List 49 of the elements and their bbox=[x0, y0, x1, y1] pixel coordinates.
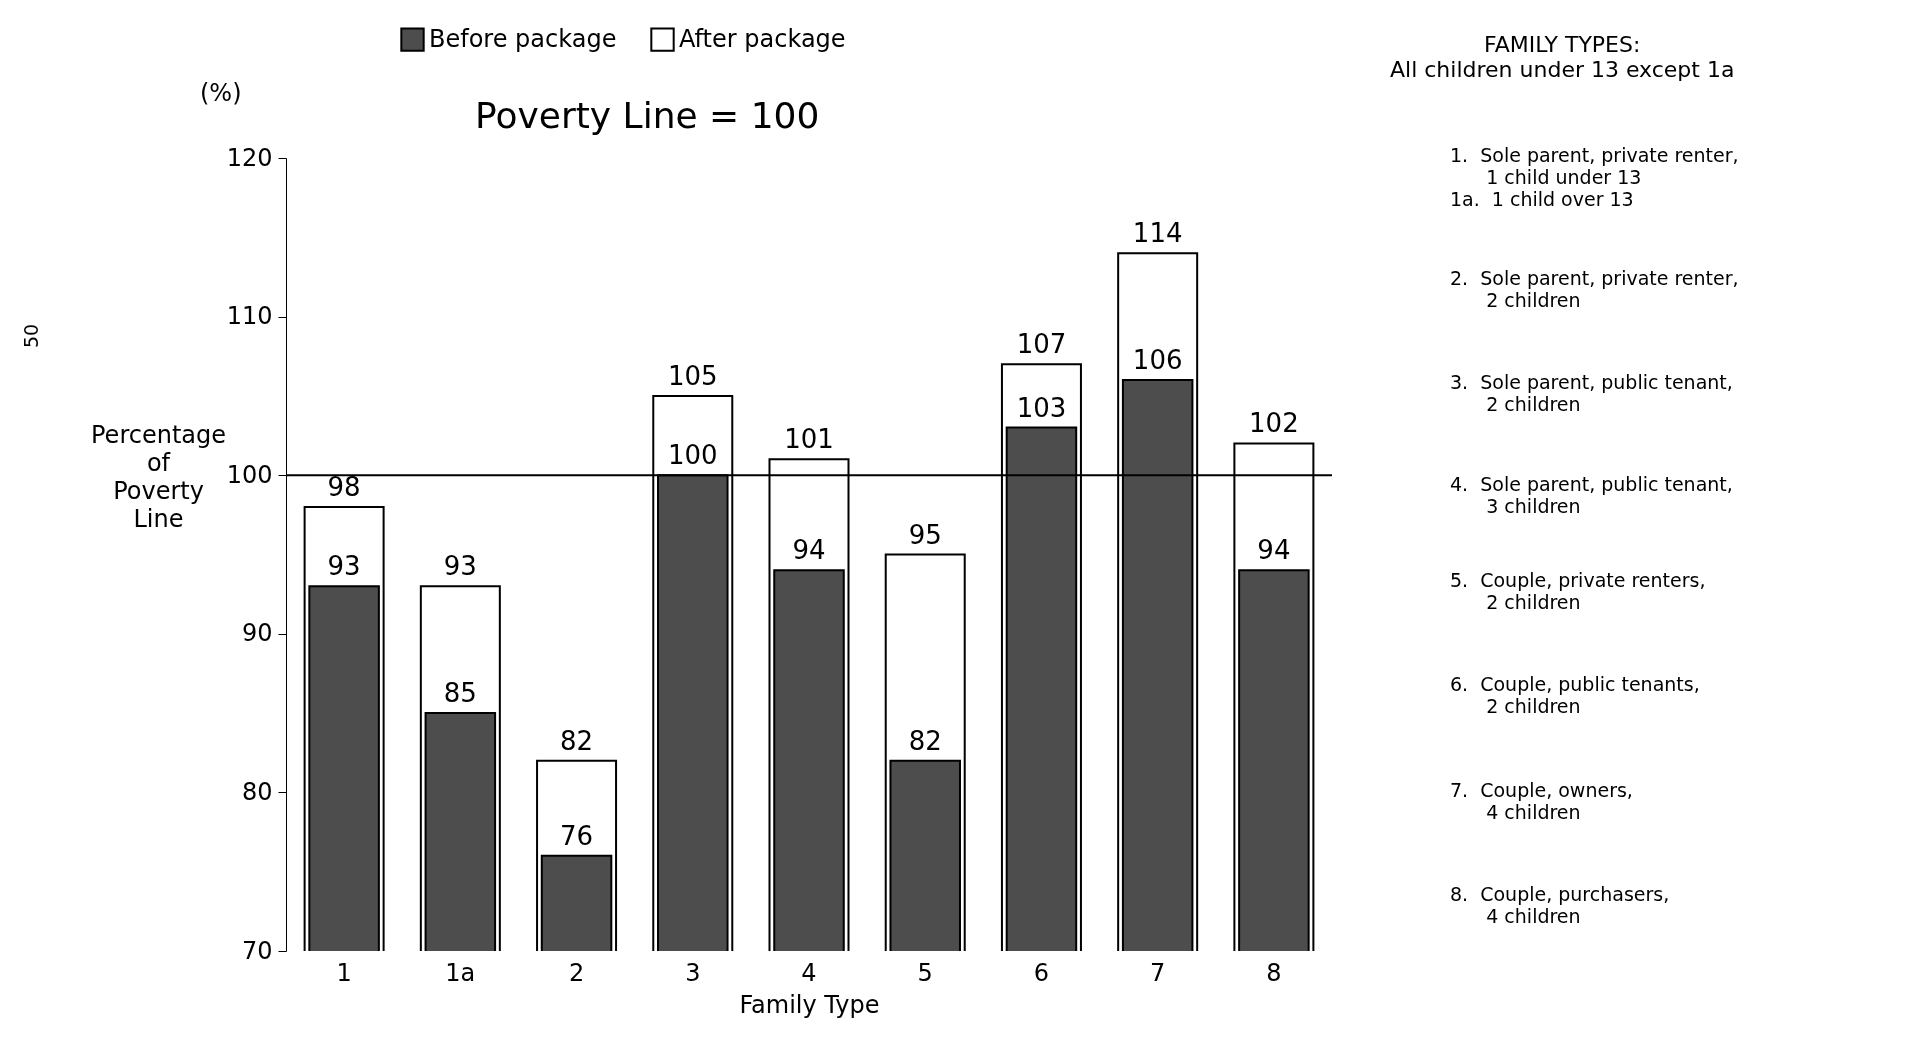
data-label: 105 bbox=[667, 360, 718, 391]
y-tick-label: 80 bbox=[241, 777, 273, 806]
y-axis-title: Percentage of Poverty Line bbox=[90, 420, 227, 533]
data-label: 114 bbox=[1132, 218, 1183, 249]
text: (%) bbox=[200, 79, 242, 108]
y-tick-label: 110 bbox=[226, 302, 273, 331]
data-label: 98 bbox=[327, 471, 361, 502]
x-tick-label: 6 bbox=[1033, 958, 1050, 987]
data-label: 82 bbox=[560, 725, 594, 756]
text: FAMILY TYPES: All children under 13 except 1a bbox=[1390, 32, 1735, 83]
x-tick-label: 8 bbox=[1266, 958, 1282, 987]
data-label: 102 bbox=[1249, 408, 1299, 439]
data-label: 76 bbox=[560, 820, 594, 851]
data-label: 93 bbox=[327, 551, 361, 582]
text: 6. Couple, public tenants, 2 children bbox=[1450, 673, 1700, 718]
x-tick-label: 2 bbox=[568, 958, 585, 987]
x-tick-label: 7 bbox=[1150, 958, 1166, 987]
y-tick-label: 120 bbox=[226, 143, 273, 172]
text: 2. Sole parent, private renter, 2 children bbox=[1450, 267, 1739, 312]
text: 1. Sole parent, private renter, 1 child under 13 1a. 1 child over 13 bbox=[1450, 144, 1739, 211]
y-tick-label: 100 bbox=[226, 460, 273, 489]
x-axis-title: Family Type bbox=[739, 990, 880, 1019]
data-label: 85 bbox=[443, 678, 477, 709]
legend-label: After package bbox=[679, 24, 846, 53]
data-label: 82 bbox=[908, 725, 942, 756]
text: 8. Couple, purchasers, 4 children bbox=[1450, 883, 1670, 928]
text: 3. Sole parent, public tenant, 2 children bbox=[1450, 371, 1733, 416]
y-tick-label: 90 bbox=[241, 619, 273, 648]
data-label: 107 bbox=[1016, 329, 1067, 360]
text: 4. Sole parent, public tenant, 3 children bbox=[1450, 473, 1733, 518]
data-label: 95 bbox=[908, 519, 942, 550]
x-tick-label: 1 bbox=[336, 958, 352, 987]
chart-title: Poverty Line = 100 bbox=[475, 95, 820, 136]
data-label: 106 bbox=[1132, 345, 1183, 376]
data-label: 103 bbox=[1016, 392, 1067, 423]
x-tick-label: 5 bbox=[917, 958, 933, 987]
x-tick-label: 1a bbox=[445, 958, 476, 987]
data-label: 93 bbox=[443, 551, 477, 582]
data-label: 94 bbox=[1257, 535, 1291, 566]
y-tick-label: 70 bbox=[241, 936, 273, 965]
data-label: 100 bbox=[667, 440, 718, 471]
data-label: 101 bbox=[784, 424, 834, 455]
data-label: 94 bbox=[792, 535, 826, 566]
x-tick-label: 4 bbox=[801, 958, 817, 987]
text: 5. Couple, private renters, 2 children bbox=[1450, 569, 1706, 614]
x-tick-label: 3 bbox=[685, 958, 701, 987]
text: 7. Couple, owners, 4 children bbox=[1450, 779, 1633, 824]
legend-label: Before package bbox=[429, 24, 617, 53]
text: 50 bbox=[20, 323, 44, 349]
